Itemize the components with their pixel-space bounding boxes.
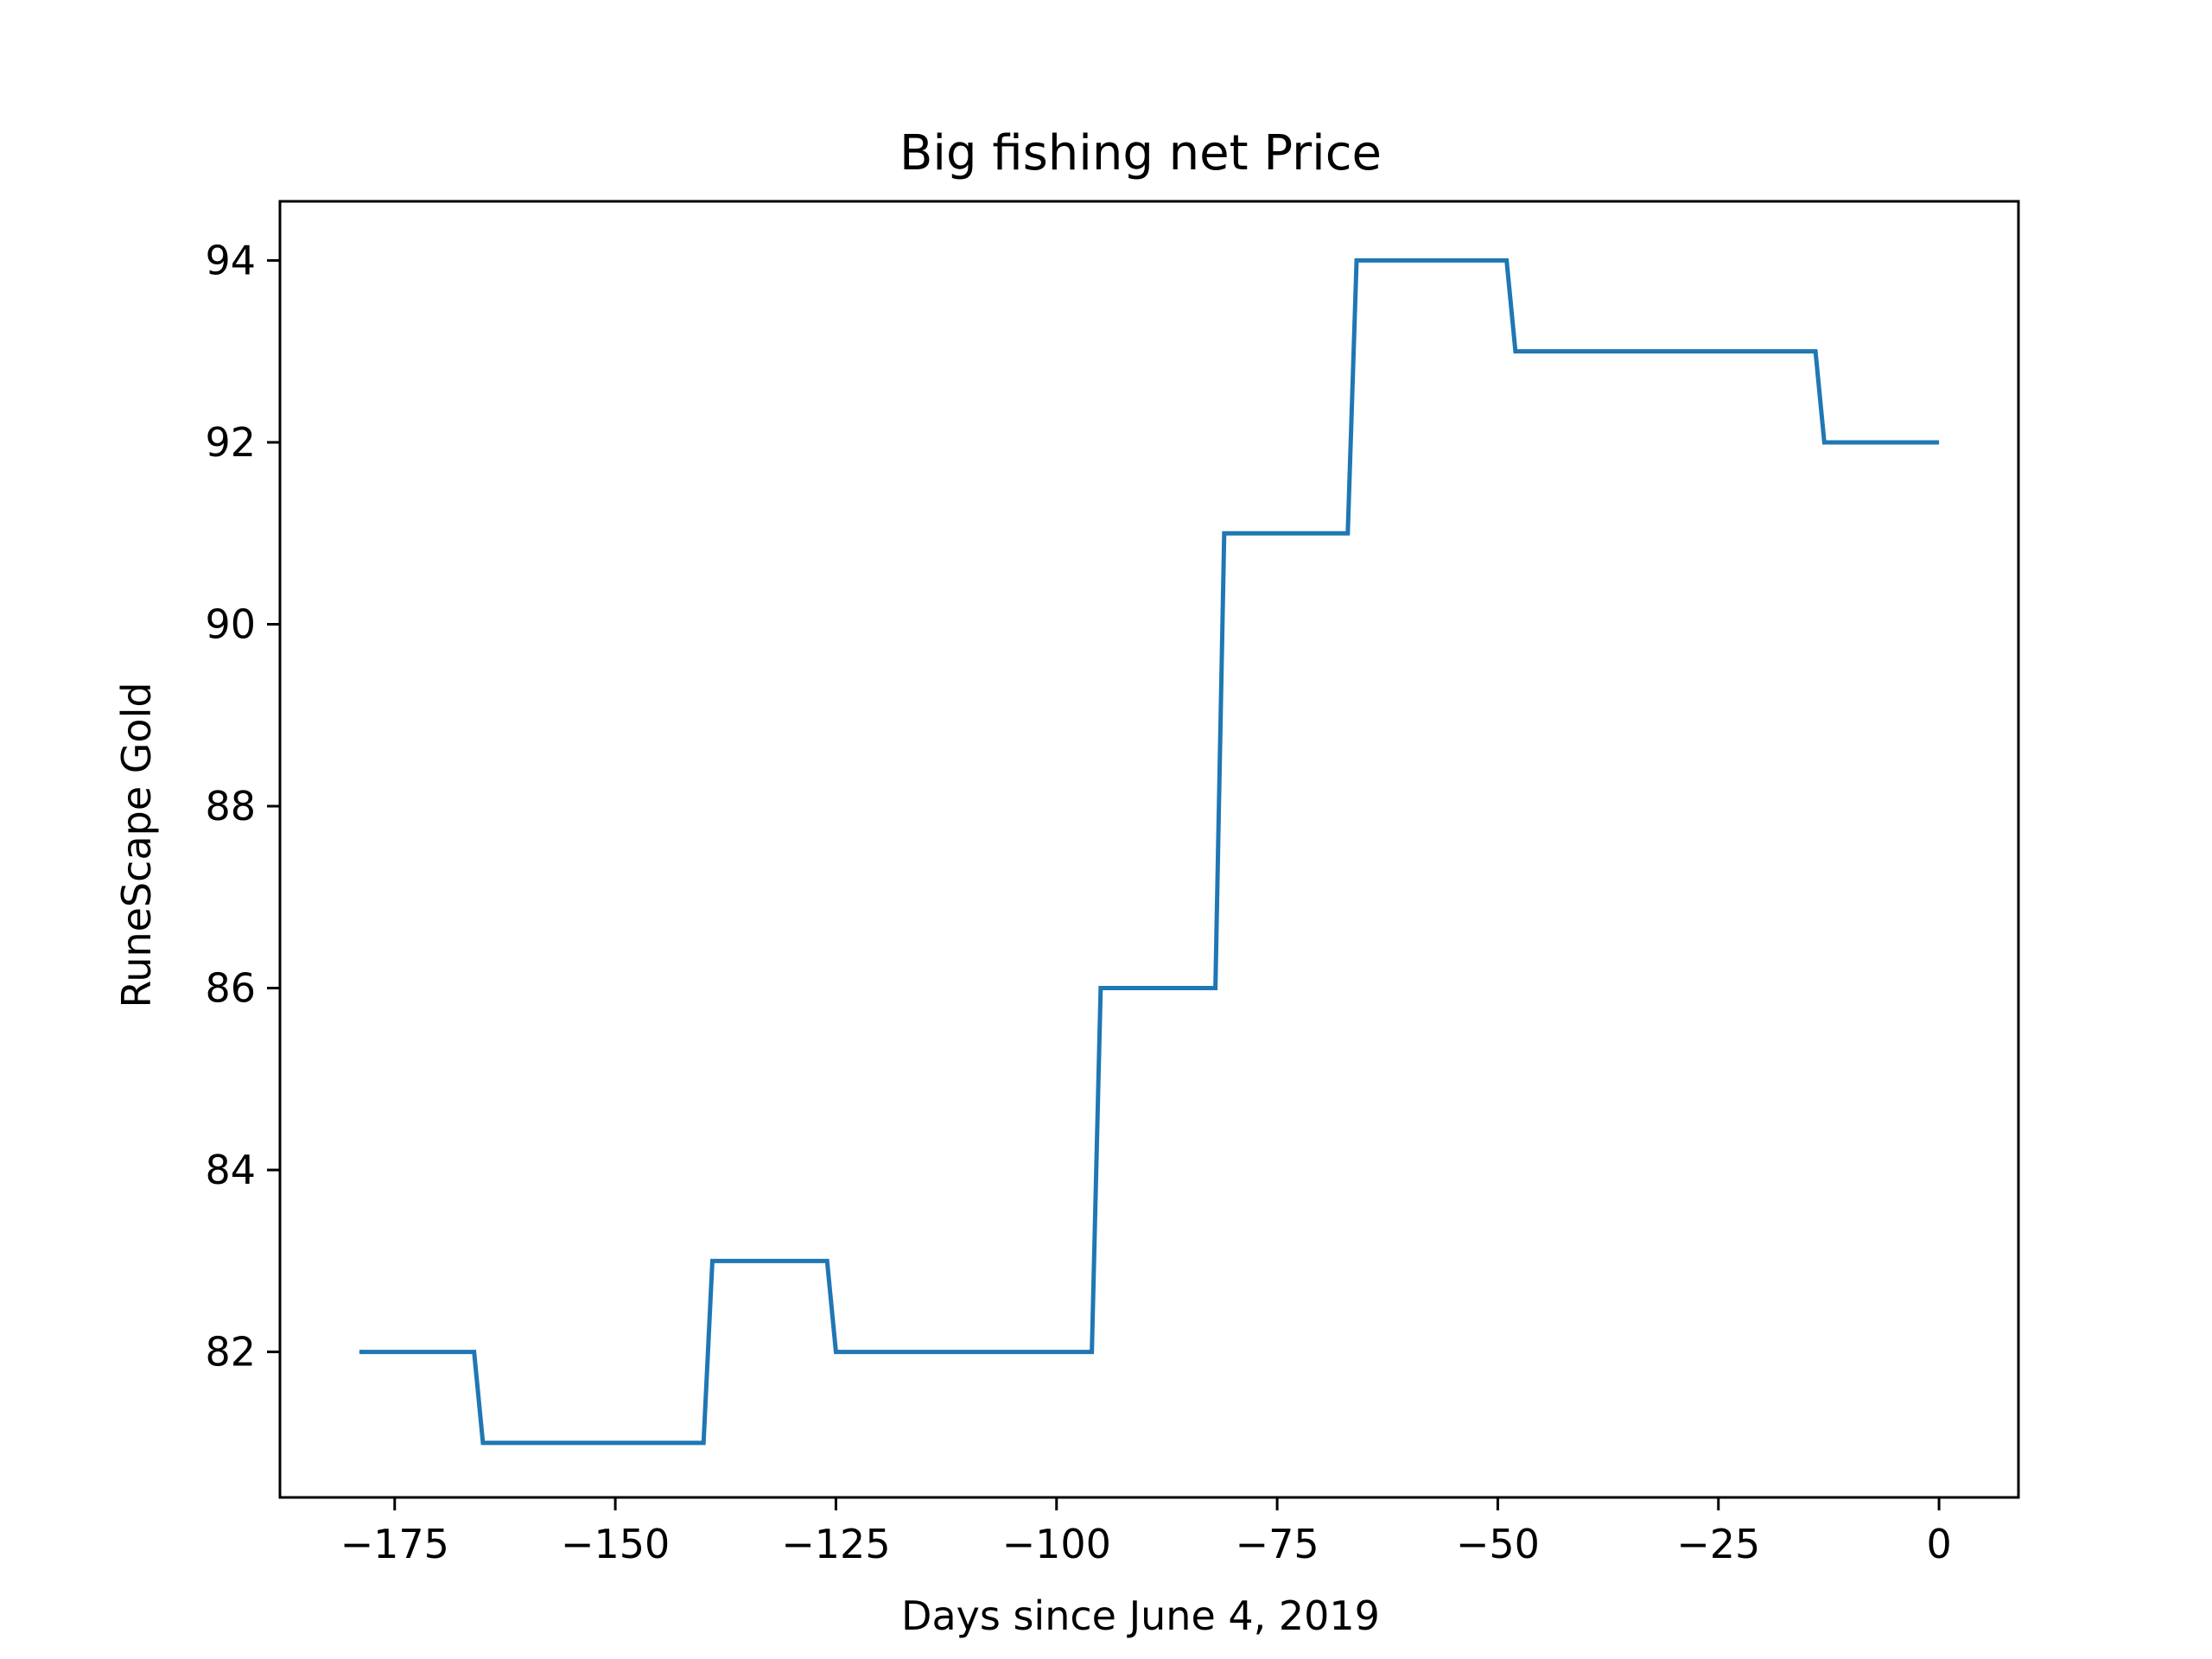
y-tick-label: 82 (205, 1329, 256, 1376)
x-axis-label: Days since June 4, 2019 (901, 1592, 1380, 1639)
x-tick-label: −175 (340, 1521, 449, 1567)
y-tick-label: 88 (205, 783, 256, 830)
y-tick-label: 92 (205, 419, 256, 466)
x-tick-label: −25 (1676, 1521, 1760, 1567)
y-axis-label: RuneScape Gold (113, 682, 160, 1007)
axes-frame (278, 200, 2020, 1499)
series-line-0 (359, 257, 1940, 1446)
y-axis-ticks: 82 84 86 88 90 92 94 (205, 237, 280, 1376)
x-tick-label: −125 (781, 1521, 890, 1567)
plot-area (359, 257, 1940, 1446)
x-axis-ticks: −175 −150 −125 −100 −75 −50 −25 0 (340, 1497, 1952, 1567)
x-tick-label: −75 (1236, 1521, 1319, 1567)
y-tick-label: 84 (205, 1147, 256, 1193)
x-tick-label: −150 (561, 1521, 670, 1567)
y-tick-label: 86 (205, 965, 256, 1012)
x-tick-label: −50 (1456, 1521, 1540, 1567)
x-tick-label: 0 (1926, 1521, 1951, 1567)
y-tick-label: 94 (205, 237, 256, 283)
chart-title: Big fishing net Price (899, 125, 1382, 181)
y-tick-label: 90 (205, 601, 256, 647)
x-tick-label: −100 (1002, 1521, 1111, 1567)
